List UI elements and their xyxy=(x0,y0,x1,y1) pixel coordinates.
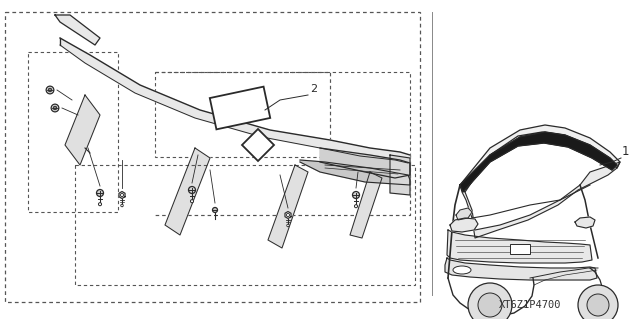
Text: XT6Z1P4700: XT6Z1P4700 xyxy=(499,300,561,310)
Circle shape xyxy=(212,207,218,212)
Polygon shape xyxy=(390,155,410,195)
Bar xyxy=(75,165,415,285)
Polygon shape xyxy=(300,160,410,185)
Text: 2: 2 xyxy=(310,84,317,94)
Polygon shape xyxy=(60,38,410,163)
Polygon shape xyxy=(350,172,382,238)
Text: 1: 1 xyxy=(622,145,630,158)
Circle shape xyxy=(51,104,59,112)
Circle shape xyxy=(353,191,360,198)
Polygon shape xyxy=(65,95,100,165)
Polygon shape xyxy=(460,132,617,192)
Polygon shape xyxy=(460,162,620,238)
Circle shape xyxy=(120,193,124,197)
Polygon shape xyxy=(210,87,270,130)
Circle shape xyxy=(587,294,609,316)
Bar xyxy=(155,72,410,157)
Circle shape xyxy=(287,213,289,217)
Polygon shape xyxy=(268,165,308,248)
Polygon shape xyxy=(450,218,478,232)
Circle shape xyxy=(355,205,358,208)
Circle shape xyxy=(48,88,52,92)
Bar xyxy=(5,12,420,302)
Circle shape xyxy=(468,283,512,319)
Bar xyxy=(510,244,530,254)
Polygon shape xyxy=(242,129,274,161)
Polygon shape xyxy=(119,191,125,198)
Polygon shape xyxy=(575,217,595,228)
Circle shape xyxy=(191,200,193,203)
Circle shape xyxy=(97,189,104,197)
Polygon shape xyxy=(320,148,410,178)
Ellipse shape xyxy=(453,266,471,274)
Circle shape xyxy=(578,285,618,319)
Circle shape xyxy=(189,187,195,194)
Polygon shape xyxy=(456,208,472,220)
Polygon shape xyxy=(447,230,592,263)
Circle shape xyxy=(46,86,54,94)
Circle shape xyxy=(478,293,502,317)
Polygon shape xyxy=(285,211,291,219)
Bar xyxy=(28,52,118,212)
Circle shape xyxy=(287,224,289,227)
Polygon shape xyxy=(460,125,620,192)
Polygon shape xyxy=(445,258,597,280)
Polygon shape xyxy=(55,15,100,45)
Circle shape xyxy=(99,203,102,206)
Polygon shape xyxy=(165,148,210,235)
Circle shape xyxy=(121,204,124,207)
Circle shape xyxy=(53,106,57,110)
